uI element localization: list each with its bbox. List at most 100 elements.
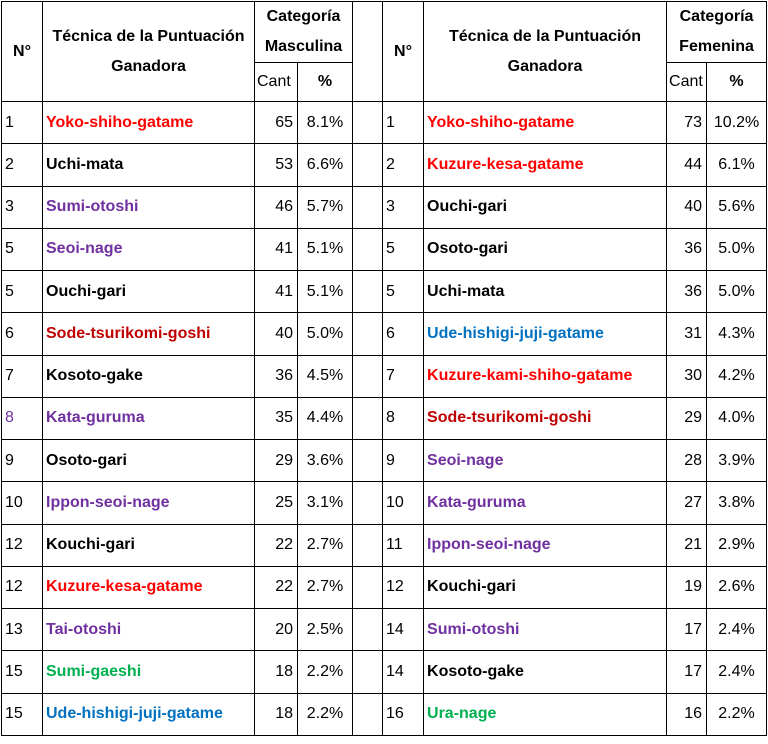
pct-male: 2.2%: [296, 692, 354, 736]
table-row: 7 Kosoto-gake 36 4.5% 7 Kuzure-kami-shiho-gat…: [1, 354, 768, 398]
header-cant-male: Cant: [254, 62, 298, 102]
table-row: 9 Osoto-gari 29 3.6% 9 Seoi-nage 28 3.9%: [1, 438, 768, 483]
row-num-male: 2: [1, 143, 43, 187]
pct-male: 5.1%: [296, 227, 354, 272]
pct-male: 2.5%: [296, 607, 354, 652]
table-row: 8 Kata-guruma 35 4.4% 8 Sode-tsurikomi-goshi 2…: [1, 396, 768, 441]
technique-female: Sode-tsurikomi-goshi: [423, 396, 668, 441]
pct-female: 5.0%: [706, 269, 768, 314]
header-category-male-label: Categoría Masculina: [264, 8, 343, 55]
technique-female: Ouchi-gari: [423, 185, 668, 229]
technique-female: Kouchi-gari: [423, 565, 668, 610]
cant-male: 35: [254, 396, 298, 441]
pct-female: 4.3%: [706, 312, 768, 356]
technique-female: Kuzure-kesa-gatame: [423, 143, 668, 187]
technique-female: Kata-guruma: [423, 481, 668, 525]
technique-female: Sumi-otoshi: [423, 607, 668, 652]
spacer-cell: [352, 396, 384, 441]
pct-male: 3.1%: [296, 481, 354, 525]
row-num-female: 1: [382, 100, 425, 145]
pct-female: 2.6%: [706, 565, 768, 610]
row-num-male: 8: [1, 396, 43, 441]
technique-male: Sumi-otoshi: [42, 185, 255, 229]
row-num-male: 6: [1, 312, 43, 356]
pct-female: 4.0%: [706, 396, 768, 441]
row-num-female: 3: [382, 185, 425, 229]
pct-male: 2.2%: [296, 650, 354, 694]
cant-male: 36: [254, 354, 298, 398]
row-num-female: 8: [382, 396, 425, 441]
spacer-cell: [352, 692, 384, 736]
table-row: 12 Kouchi-gari 22 2.7% 11 Ippon-seoi-nage 21 2.…: [1, 523, 768, 567]
pct-male: 8.1%: [296, 100, 354, 145]
technique-male: Yoko-shiho-gatame: [42, 100, 255, 145]
pct-female: 3.9%: [706, 438, 768, 483]
table-row: 6 Sode-tsurikomi-goshi 40 5.0% 6 Ude-hishigi-…: [1, 312, 768, 356]
technique-female: Ura-nage: [423, 692, 668, 736]
cant-female: 17: [666, 607, 708, 652]
row-num-male: 13: [1, 607, 43, 652]
table-row: 12 Kuzure-kesa-gatame 22 2.7% 12 Kouchi-gari 1…: [1, 565, 768, 610]
pct-male: 6.6%: [296, 143, 354, 187]
spacer-cell: [352, 438, 384, 483]
header-technique-male: Técnica de la Puntuación Ganadora: [42, 1, 255, 102]
row-num-female: 7: [382, 354, 425, 398]
technique-female: Ippon-seoi-nage: [423, 523, 668, 567]
spacer-cell: [352, 227, 384, 272]
pct-female: 3.8%: [706, 481, 768, 525]
cant-male: 18: [254, 692, 298, 736]
technique-male: Kata-guruma: [42, 396, 255, 441]
row-num-male: 7: [1, 354, 43, 398]
cant-male: 65: [254, 100, 298, 145]
pct-female: 4.2%: [706, 354, 768, 398]
cant-female: 16: [666, 692, 708, 736]
technique-male: Sumi-gaeshi: [42, 650, 255, 694]
header-cant-female: Cant: [666, 62, 708, 102]
technique-male: Ouchi-gari: [42, 269, 255, 314]
row-num-male: 15: [1, 650, 43, 694]
spacer-cell: [352, 354, 384, 398]
cant-male: 29: [254, 438, 298, 483]
row-num-male: 9: [1, 438, 43, 483]
table-row: 1 Yoko-shiho-gatame 65 8.1% 1 Yoko-shiho-gata…: [1, 100, 768, 145]
row-num-female: 14: [382, 650, 425, 694]
table-row: 3 Sumi-otoshi 46 5.7% 3 Ouchi-gari 40 5.6%: [1, 185, 768, 229]
technique-female: Osoto-gari: [423, 227, 668, 272]
row-num-male: 5: [1, 269, 43, 314]
cant-male: 22: [254, 523, 298, 567]
pct-female: 6.1%: [706, 143, 768, 187]
spacer-cell: [352, 269, 384, 314]
cant-male: 53: [254, 143, 298, 187]
cant-female: 36: [666, 227, 708, 272]
spacer-cell: [352, 565, 384, 610]
header-category-female-label: Categoría Femenina: [679, 8, 754, 55]
cant-male: 22: [254, 565, 298, 610]
row-num-female: 10: [382, 481, 425, 525]
technique-male: Sode-tsurikomi-goshi: [42, 312, 255, 356]
cant-male: 41: [254, 269, 298, 314]
pct-male: 5.1%: [296, 269, 354, 314]
cant-female: 21: [666, 523, 708, 567]
technique-male: Ippon-seoi-nage: [42, 481, 255, 525]
technique-male: Kosoto-gake: [42, 354, 255, 398]
technique-female: Uchi-mata: [423, 269, 668, 314]
pct-male: 4.5%: [296, 354, 354, 398]
table-body: 1 Yoko-shiho-gatame 65 8.1% 1 Yoko-shiho-gata…: [1, 100, 768, 736]
technique-male: Kouchi-gari: [42, 523, 255, 567]
header-num-female: N°: [382, 1, 425, 102]
cant-female: 28: [666, 438, 708, 483]
cant-female: 31: [666, 312, 708, 356]
header-technique-female-label: Técnica de la Puntuación Ganadora: [448, 27, 642, 75]
pct-male: 5.7%: [296, 185, 354, 229]
header-pct-female: %: [706, 62, 768, 102]
header-technique-male-label: Técnica de la Puntuación Ganadora: [52, 27, 245, 75]
row-num-female: 16: [382, 692, 425, 736]
technique-male: Ude-hishigi-juji-gatame: [42, 692, 255, 736]
header-num-male: N°: [1, 1, 43, 102]
technique-female: Kuzure-kami-shiho-gatame: [423, 354, 668, 398]
pct-male: 2.7%: [296, 523, 354, 567]
technique-female: Yoko-shiho-gatame: [423, 100, 668, 145]
technique-male: Osoto-gari: [42, 438, 255, 483]
header-category-male: Categoría Masculina: [253, 1, 354, 63]
